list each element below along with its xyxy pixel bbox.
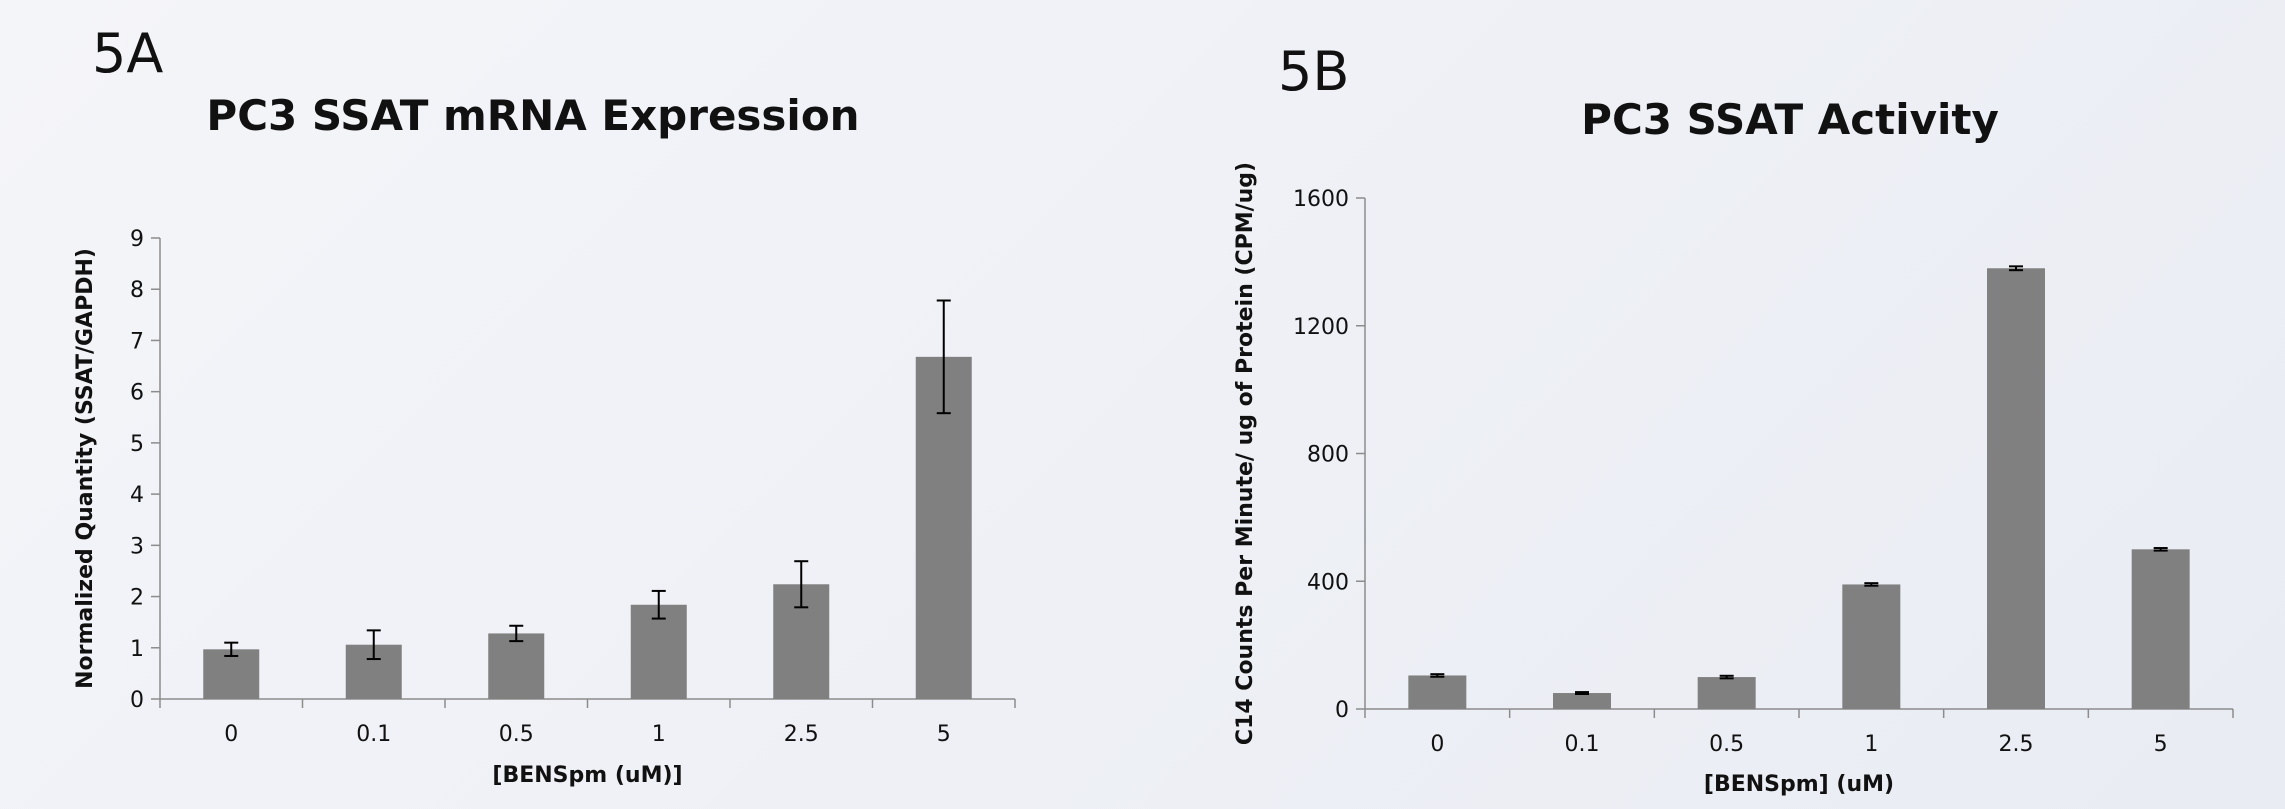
chart-title: PC3 SSAT Activity bbox=[1581, 95, 1999, 144]
y-tick-label: 6 bbox=[130, 381, 144, 406]
y-tick-label: 9 bbox=[130, 227, 144, 252]
y-tick-label: 0 bbox=[1335, 698, 1349, 723]
error-bar-0.1 bbox=[366, 629, 381, 661]
error-bar-5 bbox=[936, 299, 951, 415]
error-bar-2.5 bbox=[2009, 265, 2023, 272]
y-tick-label: 1600 bbox=[1293, 187, 1349, 212]
x-tick-label: 2.5 bbox=[784, 722, 819, 747]
bar-0.5 bbox=[1697, 677, 1756, 709]
bar-0.1 bbox=[1553, 693, 1611, 709]
y-axis-label: Normalized Quantity (SSAT/GAPDH) bbox=[73, 248, 98, 689]
y-tick-label: 1 bbox=[130, 637, 144, 662]
x-tick-label: 2.5 bbox=[1999, 732, 2034, 757]
y-tick-label: 1200 bbox=[1293, 315, 1349, 340]
error-bar-1 bbox=[1864, 582, 1879, 587]
y-tick-label: 4 bbox=[130, 483, 144, 508]
y-tick-label: 3 bbox=[130, 534, 144, 559]
x-tick-label: 5 bbox=[937, 722, 951, 747]
bar-1 bbox=[1842, 584, 1901, 709]
panel-label: 5B bbox=[1278, 40, 1349, 103]
y-tick-label: 7 bbox=[130, 329, 144, 354]
x-tick-label: 0.1 bbox=[1565, 732, 1600, 757]
y-tick-label: 5 bbox=[130, 432, 144, 457]
bar-2.5 bbox=[1987, 268, 2045, 709]
y-tick-label: 400 bbox=[1307, 570, 1349, 595]
error-bar-2.5 bbox=[794, 560, 809, 609]
chart-5B: 5B PC3 SSAT Activity 0 400 800 1200 1600 0 0.1 0.… bbox=[1233, 40, 2234, 797]
y-tick-label: 8 bbox=[130, 278, 144, 303]
error-bar-0 bbox=[1430, 673, 1445, 678]
x-tick-label: 1 bbox=[652, 722, 666, 747]
bar-1 bbox=[630, 604, 687, 699]
error-bar-0.5 bbox=[509, 624, 524, 643]
chart-title: PC3 SSAT mRNA Expression bbox=[206, 91, 859, 140]
x-tick-label: 1 bbox=[1864, 732, 1878, 757]
y-tick-label: 800 bbox=[1307, 443, 1349, 468]
error-bar-0 bbox=[224, 641, 239, 657]
x-tick-label: 5 bbox=[2154, 732, 2168, 757]
x-tick-label: 0 bbox=[224, 722, 238, 747]
bar-0 bbox=[203, 649, 260, 699]
error-bar-0.5 bbox=[1719, 674, 1734, 680]
bar-0 bbox=[1408, 675, 1467, 709]
x-axis-label: [BENSpm (uM)] bbox=[492, 763, 682, 788]
error-bar-5 bbox=[2153, 547, 2168, 552]
x-axis-label: [BENSpm] (uM) bbox=[1704, 772, 1894, 797]
x-tick-label: 0.1 bbox=[356, 722, 391, 747]
error-bar-1 bbox=[651, 589, 666, 620]
y-axis-label: C14 Counts Per Minute/ ug of Protein (CP… bbox=[1233, 162, 1258, 745]
y-tick-label: 2 bbox=[130, 586, 144, 611]
y-tick-label: 0 bbox=[130, 688, 144, 713]
chart-5A: 5A PC3 SSAT mRNA Expression 0 1 2 3 4 5 6 7 8 9 0 0.1… bbox=[73, 22, 1016, 788]
x-tick-label: 0.5 bbox=[1709, 732, 1744, 757]
error-bar-0.1 bbox=[1575, 691, 1589, 695]
panel-label: 5A bbox=[92, 22, 163, 85]
x-tick-label: 0.5 bbox=[499, 722, 534, 747]
bar-5 bbox=[2131, 549, 2190, 709]
x-tick-label: 0 bbox=[1430, 732, 1444, 757]
bar-0.5 bbox=[488, 633, 545, 699]
